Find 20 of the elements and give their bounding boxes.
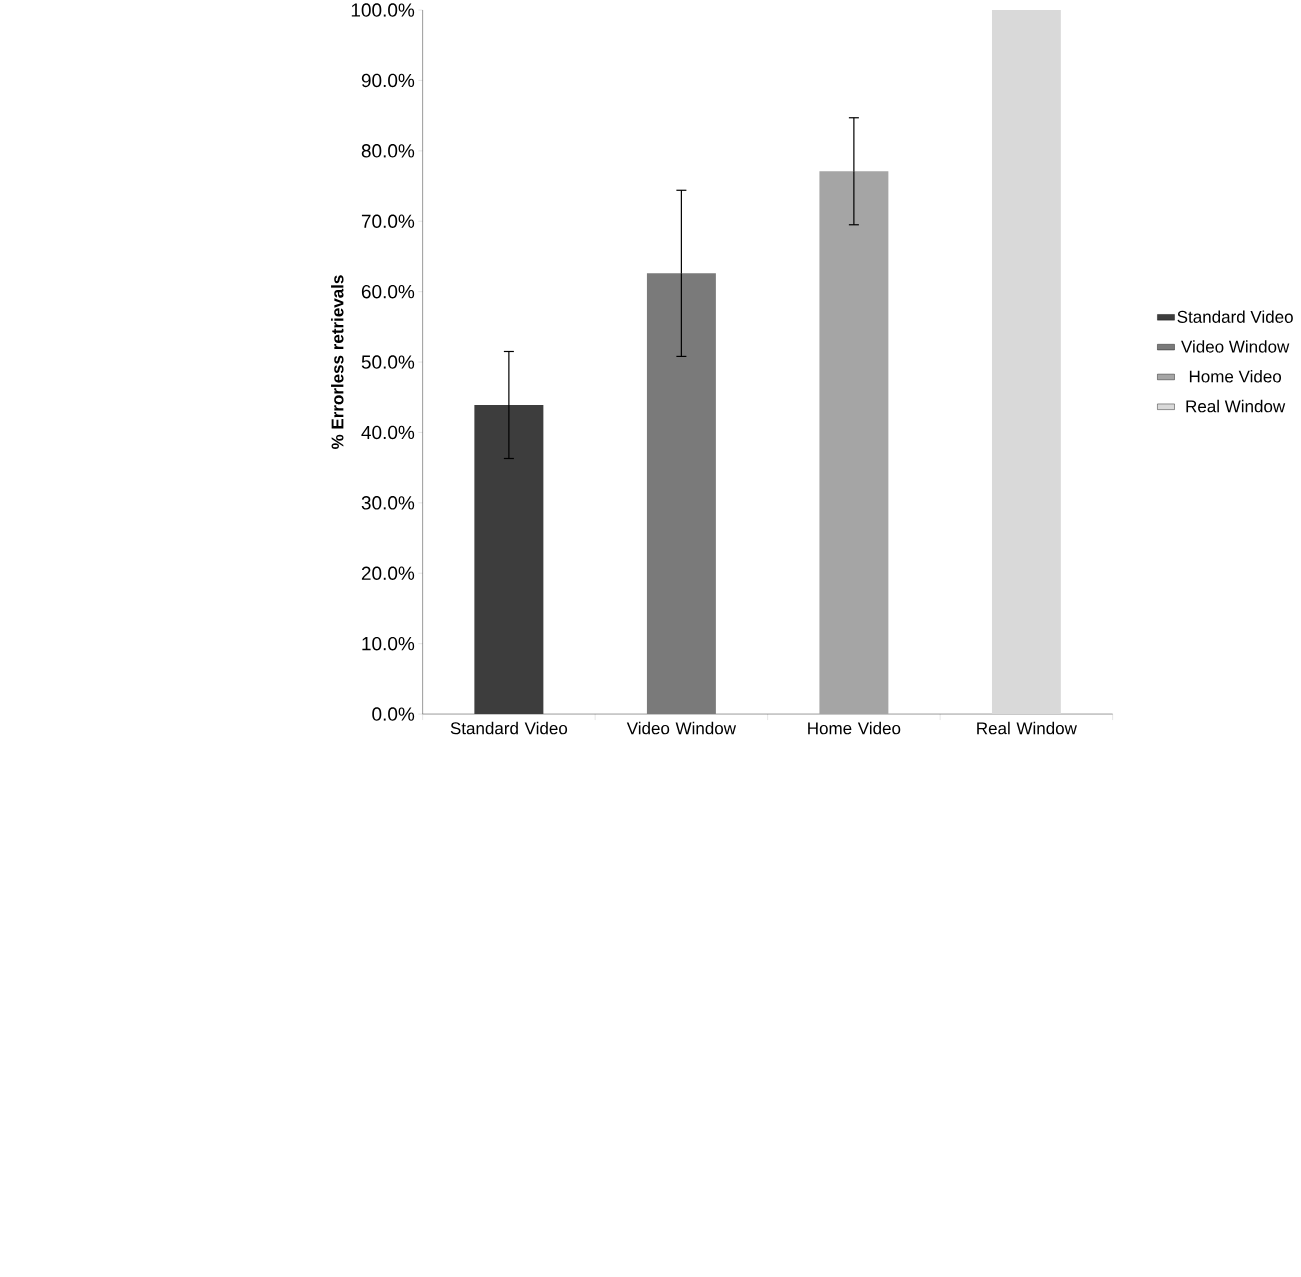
- y-tick-label: 20.0%: [361, 566, 415, 580]
- y-tick-label: 60.0%: [361, 284, 415, 299]
- legend-label: Standard Video: [1177, 310, 1293, 323]
- legend-label: Video Window: [1181, 340, 1290, 353]
- legend-label: Real Window: [1186, 399, 1286, 413]
- x-tick-label: Video Window: [626, 721, 737, 735]
- y-tick-label: 50.0%: [361, 355, 415, 369]
- x-tick-label: Home Video: [808, 721, 901, 735]
- x-tick-label: Real Window: [977, 721, 1077, 735]
- y-tick-label: 30.0%: [361, 496, 415, 510]
- x-tick-label: Standard Video: [450, 721, 568, 735]
- y-tick-label: 0.0%: [372, 707, 415, 721]
- y-tick-label: 100.0%: [351, 3, 415, 17]
- y-tick-label: 40.0%: [361, 425, 415, 440]
- y-tick-label: 80.0%: [361, 144, 415, 158]
- y-tick-label: 70.0%: [361, 214, 415, 228]
- y-tick-label: 10.0%: [362, 636, 415, 651]
- y-axis-title: % Errorless retrievals: [331, 275, 344, 449]
- legend-label: Home Video: [1189, 369, 1282, 383]
- y-tick-label: 90.0%: [361, 73, 415, 88]
